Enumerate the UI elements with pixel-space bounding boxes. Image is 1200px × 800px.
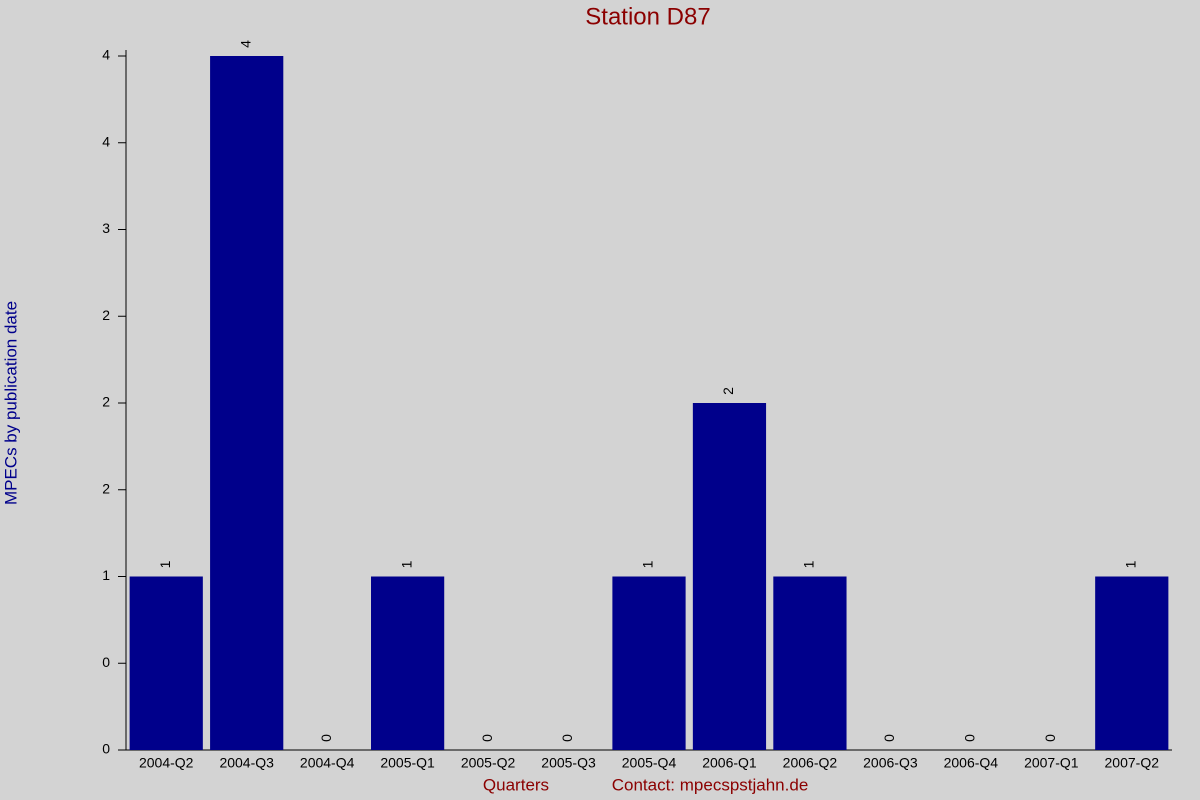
x-tick-label: 2004-Q4 [300, 755, 355, 771]
y-tick-label: 4 [102, 133, 110, 149]
value-label: 0 [881, 734, 897, 742]
value-label: 1 [801, 560, 817, 568]
x-tick-label: 2004-Q3 [219, 755, 274, 771]
y-tick-label: 0 [102, 741, 110, 757]
contact: Contact: mpecspstjahn.de [612, 775, 809, 794]
bar [1095, 576, 1169, 750]
x-tick-label: 2007-Q1 [1024, 755, 1079, 771]
bar [612, 576, 686, 750]
x-tick-label: 2005-Q2 [461, 755, 516, 771]
value-label: 0 [318, 734, 334, 742]
y-tick-label: 0 [102, 654, 110, 670]
value-label: 0 [962, 734, 978, 742]
y-tick-label: 2 [102, 307, 110, 323]
x-tick-label: 2005-Q3 [541, 755, 596, 771]
y-tick-label: 4 [102, 47, 110, 63]
y-axis-label: MPECs by publication date [1, 301, 20, 505]
y-tick-label: 3 [102, 220, 110, 236]
x-tick-label: 2007-Q2 [1105, 755, 1160, 771]
bar [129, 576, 203, 750]
x-tick-label: 2006-Q3 [863, 755, 918, 771]
value-label: 0 [1042, 734, 1058, 742]
x-axis-label: Quarters [483, 775, 549, 794]
value-label: 1 [398, 560, 414, 568]
bar [773, 576, 847, 750]
x-tick-label: 2006-Q1 [702, 755, 757, 771]
value-label: 0 [559, 734, 575, 742]
value-label: 0 [479, 734, 495, 742]
y-tick-label: 2 [102, 480, 110, 496]
bar [692, 403, 767, 750]
x-tick-label: 2005-Q4 [622, 755, 677, 771]
x-tick-label: 2006-Q4 [944, 755, 999, 771]
value-label: 1 [640, 560, 656, 568]
value-label: 1 [1122, 560, 1138, 568]
bar [371, 576, 445, 750]
value-label: 1 [157, 560, 173, 568]
value-label: 2 [720, 387, 736, 395]
bar [210, 56, 284, 750]
value-label: 4 [237, 40, 253, 48]
x-tick-label: 2005-Q1 [380, 755, 435, 771]
y-tick-label: 1 [102, 567, 110, 583]
y-tick-label: 2 [102, 394, 110, 410]
x-tick-label: 2006-Q2 [783, 755, 838, 771]
x-tick-label: 2004-Q2 [139, 755, 194, 771]
chart-title: Station D87 [585, 3, 710, 30]
